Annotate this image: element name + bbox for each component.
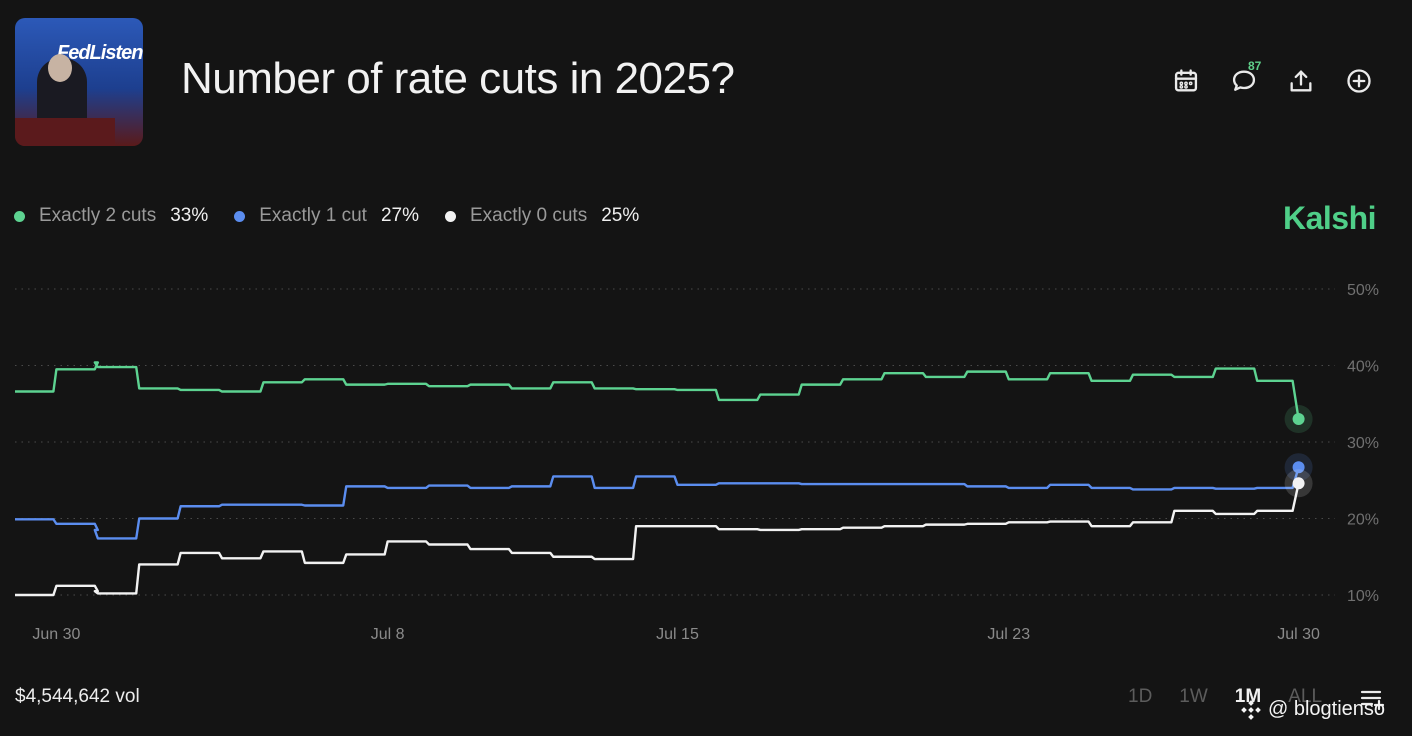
range-button-all[interactable]: ALL (1288, 686, 1323, 707)
legend-dot-1-cut (234, 210, 246, 222)
binance-logo-icon (1241, 699, 1261, 720)
volume-label: $4,544,642 vol (15, 686, 140, 707)
legend-item-1-cut[interactable]: Exactly 1 cut 27% (234, 205, 419, 227)
thumbnail-banner-text: FedListen (57, 42, 143, 64)
series-line-1 (15, 466, 1300, 540)
y-tick-label: 50% (1347, 282, 1379, 299)
range-button-1w[interactable]: 1W (1179, 686, 1208, 707)
y-tick-label: 20% (1347, 512, 1379, 529)
legend-item-0-cuts[interactable]: Exactly 0 cuts 25% (445, 205, 639, 227)
legend-value: 25% (601, 205, 640, 226)
legend-value: 27% (380, 205, 419, 226)
series-line-2 (15, 483, 1300, 597)
x-tick-label: Jun 30 (32, 626, 80, 643)
calendar-button[interactable] (1169, 64, 1203, 98)
legend-label: Exactly 2 cuts (39, 205, 157, 226)
watermark-text: @ blogtienso (1268, 698, 1386, 720)
series-end-point-2 (1292, 477, 1305, 490)
list-plus-icon (1360, 690, 1385, 711)
x-tick-label: Jul 23 (987, 626, 1030, 643)
x-tick-label: Jul 8 (371, 626, 405, 643)
series-line-0 (15, 361, 1300, 420)
kalshi-logo[interactable]: Kalshi (1283, 200, 1377, 236)
calendar-icon (1174, 69, 1198, 92)
market-thumbnail: FedListen (15, 18, 143, 146)
time-range-selector: 1D 1W 1M ALL (1128, 686, 1349, 708)
y-tick-label: 10% (1347, 588, 1379, 605)
y-tick-label: 30% (1347, 435, 1379, 452)
legend-dot-0-cuts (445, 210, 456, 222)
comment-count-badge: 87 (1248, 59, 1262, 73)
legend-label: Exactly 0 cuts (470, 205, 588, 226)
watermark: @ blogtienso (1240, 698, 1385, 721)
add-icon (1347, 69, 1371, 93)
add-button[interactable] (1342, 64, 1376, 98)
legend-value: 33% (170, 205, 209, 226)
comment-icon (1232, 70, 1256, 91)
share-icon (1290, 70, 1312, 92)
probability-line-chart[interactable]: 50% 40% 30% 20% 10% Jun 30 Jul 8 Jul 15 Jul 23 Ju… (0, 270, 1412, 650)
legend-dot-2-cuts (14, 210, 25, 222)
chart-legend: Exactly 2 cuts 33% Exactly 1 cut 27% Exa… (14, 205, 665, 227)
series-end-point-0 (1292, 413, 1305, 426)
x-tick-label: Jul 30 (1277, 626, 1320, 643)
y-tick-label: 40% (1347, 359, 1379, 376)
thumbnail-speaker-head (48, 54, 72, 82)
share-button[interactable] (1284, 64, 1318, 98)
legend-label: Exactly 1 cut (259, 205, 367, 226)
x-tick-label: Jul 15 (656, 626, 699, 643)
series-end-point-1 (1292, 461, 1305, 474)
comments-button[interactable] (1227, 64, 1261, 98)
thumbnail-podium (15, 118, 115, 146)
range-button-1m[interactable]: 1M (1234, 686, 1262, 707)
chart-options-button[interactable] (1360, 688, 1386, 711)
range-button-1d[interactable]: 1D (1128, 686, 1153, 707)
market-title: Number of rate cuts in 2025? (181, 54, 735, 103)
legend-item-2-cuts[interactable]: Exactly 2 cuts 33% (14, 205, 208, 227)
